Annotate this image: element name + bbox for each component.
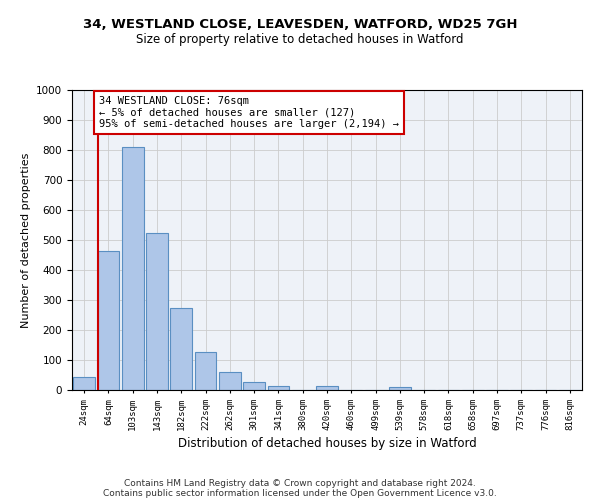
Bar	[316, 386, 338, 390]
Bar	[219, 372, 241, 390]
Text: Contains HM Land Registry data © Crown copyright and database right 2024.: Contains HM Land Registry data © Crown c…	[124, 478, 476, 488]
Bar	[389, 387, 411, 390]
Bar	[243, 382, 265, 390]
X-axis label: Distribution of detached houses by size in Watford: Distribution of detached houses by size …	[178, 437, 476, 450]
Bar	[73, 376, 95, 390]
Text: 34, WESTLAND CLOSE, LEAVESDEN, WATFORD, WD25 7GH: 34, WESTLAND CLOSE, LEAVESDEN, WATFORD, …	[83, 18, 517, 30]
Bar	[122, 147, 143, 390]
Bar	[194, 352, 217, 390]
Bar	[97, 252, 119, 390]
Y-axis label: Number of detached properties: Number of detached properties	[20, 152, 31, 328]
Bar	[268, 386, 289, 390]
Text: Size of property relative to detached houses in Watford: Size of property relative to detached ho…	[136, 32, 464, 46]
Bar	[170, 308, 192, 390]
Bar	[146, 234, 168, 390]
Text: 34 WESTLAND CLOSE: 76sqm
← 5% of detached houses are smaller (127)
95% of semi-d: 34 WESTLAND CLOSE: 76sqm ← 5% of detache…	[99, 96, 399, 129]
Text: Contains public sector information licensed under the Open Government Licence v3: Contains public sector information licen…	[103, 488, 497, 498]
